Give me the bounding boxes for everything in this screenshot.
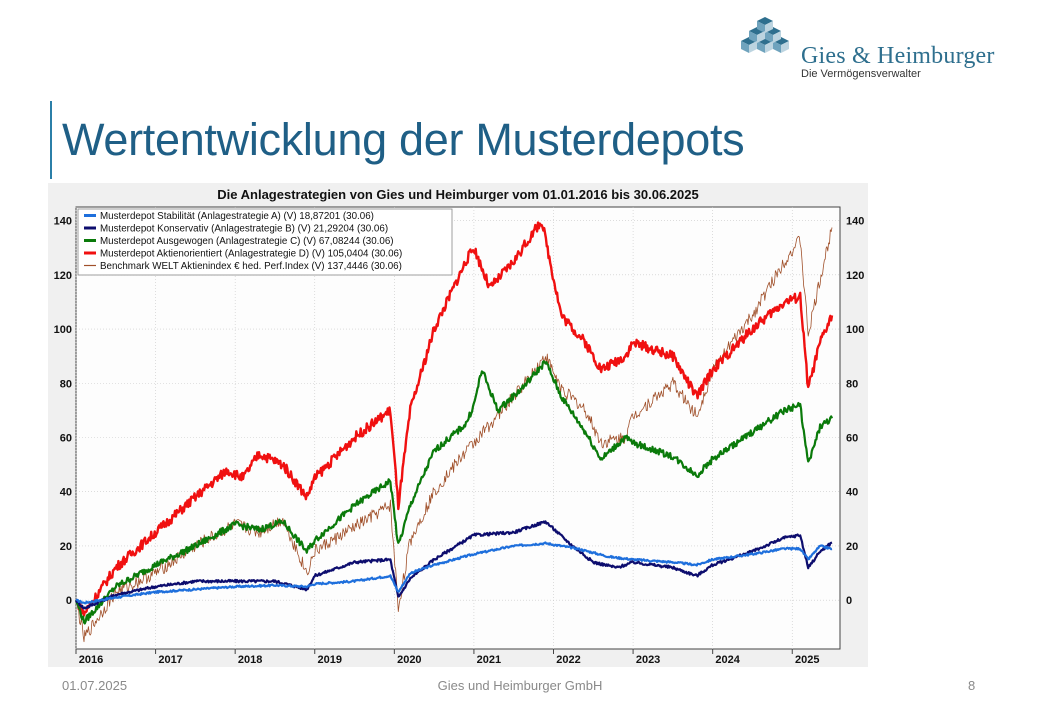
series-line-2 [75,520,833,610]
legend-entry: Musterdepot Stabilität (Anlagestrategie … [100,211,374,222]
footer-date: 01.07.2025 [62,678,128,693]
chart-title: Die Anlagestrategien von Gies und Heimbu… [217,187,698,202]
y-tick-label-left: 60 [60,432,72,444]
y-tick-label-left: 100 [54,324,72,336]
y-tick-label-right: 80 [846,378,858,390]
legend-entry: Musterdepot Ausgewogen (Anlagestrategie … [100,236,394,247]
y-tick-label-left: 0 [66,595,72,607]
title-accent-bar [50,101,52,179]
y-tick-label-left: 20 [60,541,72,553]
logo-subtitle: Die Vermögensverwalter [801,68,921,80]
y-tick-label-right: 100 [846,324,864,336]
y-tick-label-left: 120 [54,270,72,282]
x-tick-label: 2023 [636,654,660,666]
series-line-4 [75,221,834,617]
chart-legend: Musterdepot Stabilität (Anlagestrategie … [77,208,453,276]
y-tick-label-right: 60 [846,432,858,444]
x-tick-label: 2020 [397,654,421,666]
logo-text: Gies & Heimburger [801,43,995,69]
x-tick-label: 2022 [556,654,580,666]
x-tick-label: 2021 [477,654,501,666]
logo-cubes-icon [741,17,789,53]
y-tick-label-right: 140 [846,216,864,228]
chart-panel: Die Anlagestrategien von Gies und Heimbu… [48,183,868,667]
y-tick-label-right: 0 [846,595,852,607]
x-tick-label: 2025 [795,654,819,666]
series-line-1 [75,541,833,605]
y-tick-label-right: 40 [846,487,858,499]
page-title: Wertentwicklung der Musterdepots [62,114,745,165]
y-tick-label-left: 80 [60,378,72,390]
x-tick-label: 2024 [715,654,740,666]
x-tick-label: 2019 [318,654,342,666]
x-tick-label: 2016 [79,654,103,666]
y-tick-label-left: 40 [60,487,72,499]
y-tick-label-right: 120 [846,270,864,282]
footer-page-number: 8 [968,678,976,693]
x-tick-label: 2017 [158,654,182,666]
y-tick-label-right: 20 [846,541,858,553]
line-chart: Die Anlagestrategien von Gies und Heimbu… [54,187,865,666]
x-tick-label: 2018 [238,654,262,666]
legend-box [77,208,453,276]
y-tick-label-left: 140 [54,216,72,228]
legend-entry: Benchmark WELT Aktienindex € hed. Perf.I… [100,261,402,272]
company-logo: Gies & Heimburger Die Vermögensverwalter [735,15,995,85]
series-line-3 [74,360,834,625]
legend-entry: Musterdepot Aktienorientiert (Anlagestra… [100,249,402,260]
footer-company: Gies und Heimburger GmbH [437,678,603,693]
legend-entry: Musterdepot Konservativ (Anlagestrategie… [100,224,388,235]
